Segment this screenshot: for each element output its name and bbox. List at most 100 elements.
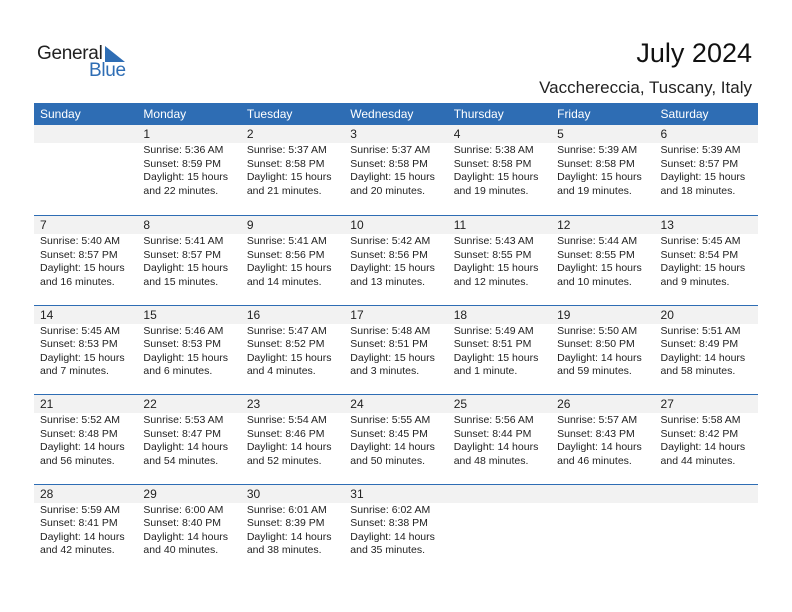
daylight1-text: Daylight: 14 hours <box>40 530 125 543</box>
day-cell: 27 Sunrise: 5:58 AM Sunset: 8:42 PM Dayligh… <box>655 395 758 468</box>
sun-info: Sunrise: 5:40 AM Sunset: 8:57 PM Daylight:… <box>40 235 137 289</box>
weekday-sunday: Sunday <box>40 107 81 121</box>
sunset-text: Sunset: 8:53 PM <box>40 338 118 350</box>
sun-info: Sunrise: 5:39 AM Sunset: 8:58 PM Daylight:… <box>557 144 654 198</box>
sunrise-text: Sunrise: 5:53 AM <box>143 414 224 426</box>
sunset-text: Sunset: 8:58 PM <box>453 157 532 170</box>
day-number: 18 <box>453 307 468 322</box>
weekday-header: Sunday Monday Tuesday Wednesday Thursday Frid… <box>34 103 758 125</box>
day-number: 26 <box>557 397 571 411</box>
day-cell: 23 Sunrise: 5:54 AM Sunset: 8:46 PM Dayligh… <box>241 395 344 468</box>
sunset-text: Sunset: 8:58 PM <box>350 157 428 170</box>
day-number: 27 <box>660 397 674 411</box>
weekday-monday: Monday <box>143 107 187 121</box>
daylight2-text: and 42 minutes. <box>40 544 115 556</box>
daylight1-text: Daylight: 15 hours <box>453 171 539 183</box>
daylight2-text: and 15 minutes. <box>143 275 219 288</box>
daylight2-text: and 52 minutes. <box>246 454 322 467</box>
day-cell: 31 Sunrise: 6:02 AM Sunset: 8:38 PM Dayligh… <box>344 485 447 558</box>
sun-info: Sunrise: 5:58 AM Sunset: 8:42 PM Daylight:… <box>661 414 758 468</box>
sunrise-text: Sunrise: 5:51 AM <box>660 324 741 337</box>
day-number: 5 <box>557 127 564 141</box>
day-number-band <box>34 216 758 234</box>
sunrise-text: Sunrise: 6:02 AM <box>350 503 431 516</box>
daylight1-text: Daylight: 14 hours <box>453 441 539 453</box>
sunrise-text: Sunrise: 5:50 AM <box>557 324 638 337</box>
daylight1-text: Daylight: 14 hours <box>143 441 229 453</box>
sun-info: Sunrise: 5:36 AM Sunset: 8:59 PM Daylight:… <box>143 144 240 198</box>
empty-day-cell <box>34 125 137 198</box>
week-row: 21 Sunrise: 5:52 AM Sunset: 8:48 PM Dayligh… <box>34 394 758 484</box>
daylight2-text: and 7 minutes. <box>40 365 109 377</box>
daylight2-text: and 46 minutes. <box>557 454 632 467</box>
day-number: 20 <box>660 307 674 322</box>
sunrise-text: Sunrise: 5:56 AM <box>453 414 534 426</box>
day-number: 15 <box>143 307 157 322</box>
logo-word-general: General <box>37 43 103 64</box>
sunset-text: Sunset: 8:53 PM <box>143 338 222 350</box>
empty-day-cell <box>448 485 551 558</box>
sunset-text: Sunset: 8:52 PM <box>246 338 325 350</box>
day-cell: 5 Sunrise: 5:39 AM Sunset: 8:58 PM Daylight… <box>551 125 654 198</box>
day-cell: 4 Sunrise: 5:38 AM Sunset: 8:58 PM Daylight… <box>448 125 551 198</box>
sun-info: Sunrise: 5:56 AM Sunset: 8:44 PM Daylight:… <box>454 414 551 468</box>
sunset-text: Sunset: 8:57 PM <box>660 157 739 170</box>
day-cell: 2 Sunrise: 5:37 AM Sunset: 8:58 PM Daylight… <box>241 125 344 198</box>
day-number: 21 <box>40 397 54 411</box>
sun-info: Sunrise: 5:52 AM Sunset: 8:48 PM Daylight:… <box>40 414 137 468</box>
day-number: 29 <box>143 486 157 501</box>
daylight1-text: Daylight: 15 hours <box>660 262 746 274</box>
day-number: 25 <box>453 397 468 411</box>
day-cell: 3 Sunrise: 5:37 AM Sunset: 8:58 PM Daylight… <box>344 125 447 198</box>
location-subtitle: Vacchereccia, Tuscany, Italy <box>539 78 752 97</box>
daylight1-text: Daylight: 14 hours <box>557 351 642 364</box>
sunrise-text: Sunrise: 5:47 AM <box>246 324 327 337</box>
day-cell: 9 Sunrise: 5:41 AM Sunset: 8:56 PM Daylight… <box>241 216 344 289</box>
sunset-text: Sunset: 8:42 PM <box>660 427 739 440</box>
daylight1-text: Daylight: 15 hours <box>143 351 229 364</box>
daylight1-text: Daylight: 14 hours <box>350 530 435 543</box>
daylight1-text: Daylight: 15 hours <box>350 171 435 183</box>
sun-info: Sunrise: 5:37 AM Sunset: 8:58 PM Daylight:… <box>350 144 447 198</box>
day-number: 3 <box>350 127 357 141</box>
day-number: 4 <box>453 127 461 141</box>
day-number: 2 <box>246 127 254 141</box>
sunrise-text: Sunrise: 6:00 AM <box>143 503 224 516</box>
sun-info: Sunrise: 5:51 AM Sunset: 8:49 PM Daylight:… <box>661 325 758 379</box>
daylight2-text: and 18 minutes. <box>660 184 736 197</box>
day-cell: 26 Sunrise: 5:57 AM Sunset: 8:43 PM Dayligh… <box>551 395 654 468</box>
sunrise-text: Sunrise: 5:39 AM <box>660 144 741 156</box>
sunset-text: Sunset: 8:48 PM <box>40 427 118 440</box>
day-number: 24 <box>350 397 364 411</box>
day-number: 7 <box>40 218 47 232</box>
sunrise-text: Sunrise: 5:37 AM <box>246 144 327 156</box>
daylight1-text: Daylight: 15 hours <box>246 262 332 274</box>
calendar-grid: Sunday Monday Tuesday Wednesday Thursday Frid… <box>34 103 758 573</box>
daylight2-text: and 56 minutes. <box>40 454 115 467</box>
sunset-text: Sunset: 8:55 PM <box>453 248 532 261</box>
day-number: 19 <box>557 307 571 322</box>
sunset-text: Sunset: 8:43 PM <box>557 427 635 440</box>
sunrise-text: Sunrise: 5:52 AM <box>40 414 120 426</box>
sun-info: Sunrise: 6:01 AM Sunset: 8:39 PM Daylight:… <box>247 504 344 558</box>
sunset-text: Sunset: 8:47 PM <box>143 427 222 440</box>
sunrise-text: Sunrise: 5:41 AM <box>143 235 224 247</box>
daylight1-text: Daylight: 15 hours <box>350 262 435 274</box>
sun-info: Sunrise: 5:57 AM Sunset: 8:43 PM Daylight:… <box>557 414 654 468</box>
sunset-text: Sunset: 8:51 PM <box>453 338 532 350</box>
sun-info: Sunrise: 5:59 AM Sunset: 8:41 PM Daylight:… <box>40 504 137 558</box>
daylight1-text: Daylight: 15 hours <box>557 171 642 183</box>
sunrise-text: Sunrise: 5:48 AM <box>350 324 431 337</box>
sunrise-text: Sunrise: 5:57 AM <box>557 414 638 426</box>
day-cell: 10 Sunrise: 5:42 AM Sunset: 8:56 PM Dayligh… <box>344 216 447 289</box>
daylight1-text: Daylight: 14 hours <box>143 530 229 543</box>
sun-info: Sunrise: 5:49 AM Sunset: 8:51 PM Daylight:… <box>454 325 551 379</box>
day-cell: 30 Sunrise: 6:01 AM Sunset: 8:39 PM Dayligh… <box>241 485 344 558</box>
daylight2-text: and 44 minutes. <box>660 454 736 467</box>
sun-info: Sunrise: 5:45 AM Sunset: 8:53 PM Daylight:… <box>40 325 137 379</box>
sunset-text: Sunset: 8:51 PM <box>350 338 428 350</box>
day-cell: 29 Sunrise: 6:00 AM Sunset: 8:40 PM Dayligh… <box>137 485 240 558</box>
sunset-text: Sunset: 8:50 PM <box>557 338 635 350</box>
sun-info: Sunrise: 5:38 AM Sunset: 8:58 PM Daylight:… <box>454 144 551 198</box>
day-cell: 20 Sunrise: 5:51 AM Sunset: 8:49 PM Dayligh… <box>655 306 758 379</box>
